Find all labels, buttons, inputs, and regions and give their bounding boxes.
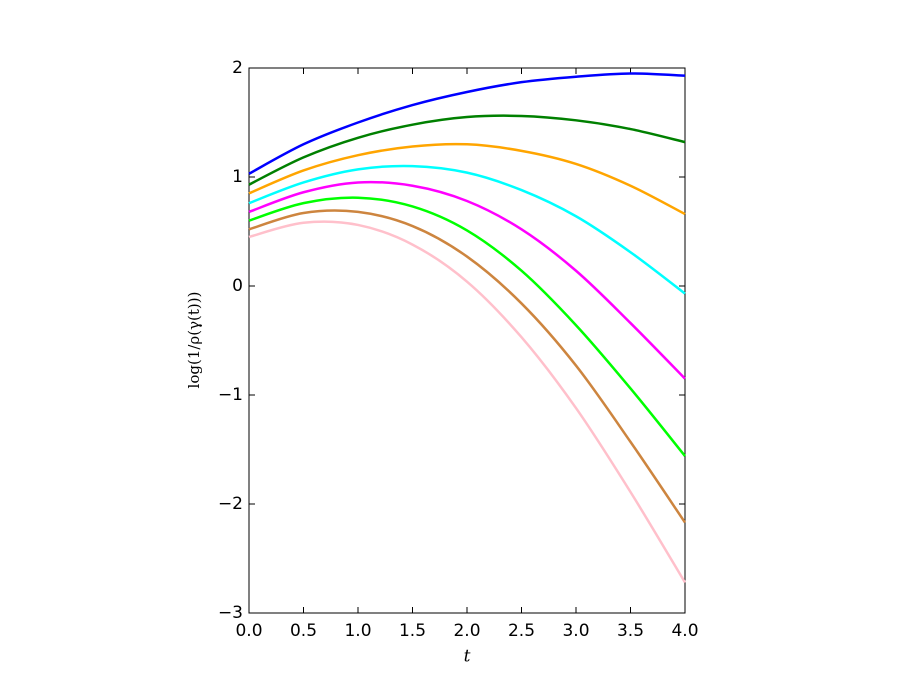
x-tick-label: 2.0 — [453, 621, 480, 641]
y-tick-label: 2 — [232, 58, 243, 78]
series-line — [248, 220, 687, 584]
x-tick-label: 4.0 — [671, 621, 698, 641]
y-tick-label: 1 — [232, 167, 243, 187]
series-line — [248, 72, 686, 175]
y-tick-label: −2 — [218, 494, 243, 514]
y-tick-label: −3 — [218, 603, 243, 623]
x-tick-label: 0.5 — [290, 621, 317, 641]
x-axis-label: t — [464, 647, 471, 667]
x-tick-label: 0.0 — [235, 621, 262, 641]
series-line — [248, 196, 686, 457]
x-tick-label: 3.0 — [562, 621, 589, 641]
x-tick-label: 1.0 — [344, 621, 371, 641]
series-line — [248, 114, 686, 186]
x-tick-label: 3.5 — [617, 621, 644, 641]
y-tick-label: 0 — [232, 276, 243, 296]
x-tick-label: 1.5 — [399, 621, 426, 641]
y-tick-label: −1 — [218, 385, 243, 405]
series-line — [248, 164, 686, 295]
x-tick-label: 2.5 — [508, 621, 535, 641]
plot-area — [248, 67, 686, 614]
series-line — [248, 180, 686, 380]
y-axis-label: log(1/ρ(γ(t))) — [185, 292, 203, 389]
series-line — [248, 142, 686, 216]
series-line — [248, 209, 687, 524]
